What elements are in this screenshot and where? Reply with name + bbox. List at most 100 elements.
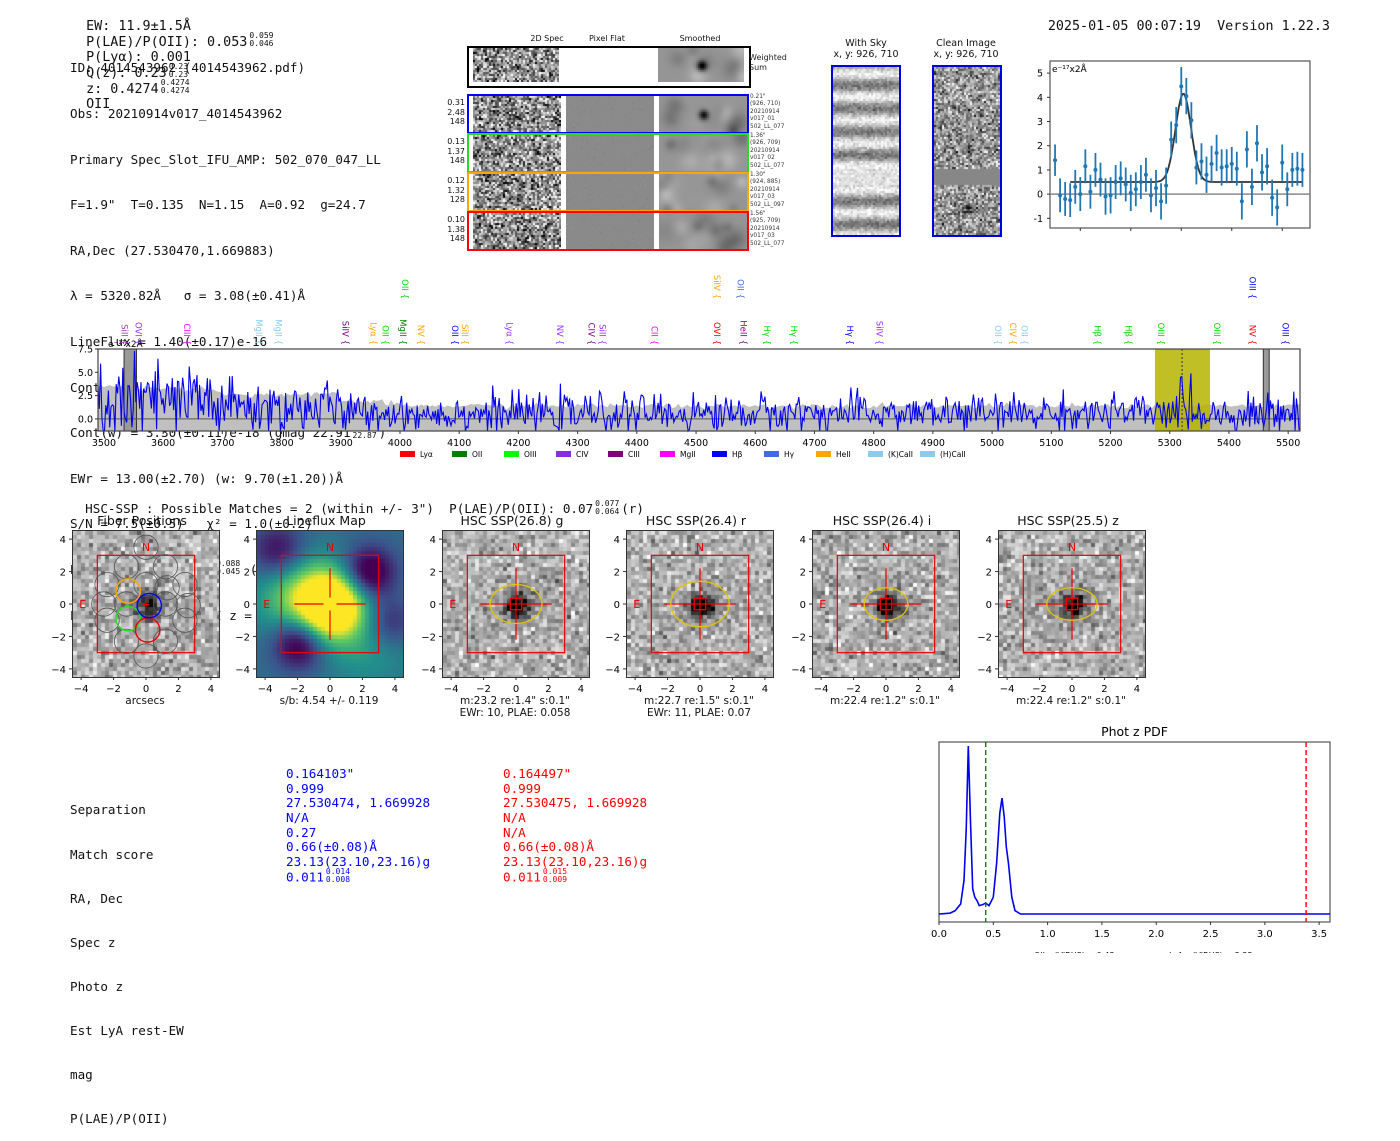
compass-north: N xyxy=(1068,541,1076,554)
fiber-pixelflat xyxy=(566,96,654,132)
version: Version 1.22.3 xyxy=(1217,19,1330,34)
fiber-circle xyxy=(175,593,201,619)
y-tick-label: −2 xyxy=(235,632,250,643)
legend-swatch xyxy=(919,451,935,457)
y-tick-label: 2 xyxy=(800,568,806,579)
x-tick-label: −2 xyxy=(1032,684,1047,695)
fiber-smoothed xyxy=(659,135,747,171)
x-tick-label: 0 xyxy=(327,684,333,695)
pdf-curve xyxy=(938,745,1330,915)
line-label-text: OIII { xyxy=(1279,323,1289,345)
match-value: N/A xyxy=(503,824,526,840)
line-label-text: CII { xyxy=(649,326,659,345)
plot-frame xyxy=(97,348,1301,432)
line-label-text: Hβ { xyxy=(1122,325,1132,345)
x-tick-label: 4 xyxy=(762,684,768,695)
fiber-row xyxy=(467,94,749,134)
x-tick-label: 4000 xyxy=(388,438,412,449)
y-tick-label: 7.5 xyxy=(78,345,93,356)
col-header-pixelflat: Pixel Flat xyxy=(589,34,625,43)
data-point xyxy=(1123,182,1128,187)
data-point xyxy=(1068,198,1073,203)
data-point xyxy=(1174,123,1179,128)
data-point xyxy=(1143,172,1148,177)
x-tick-label: 3600 xyxy=(151,438,175,449)
y-tick-label: 4 xyxy=(60,535,66,546)
cutout-title: HSC SSP(26.4) i xyxy=(832,513,932,528)
y-tick-label: 3 xyxy=(1037,117,1043,128)
line-label-text: MgII { xyxy=(397,319,407,345)
y-tick-label: -1 xyxy=(1034,214,1043,225)
weighted-sum-label: Weighted Sum xyxy=(749,53,787,72)
y-tick-label: 0 xyxy=(244,600,250,611)
full-spectrum: 0.0 2.5 5.0 7.5 3500 3600 3700 3800 3900 4000 4100… xyxy=(78,275,1301,459)
fiber-stats: 0.31 2.48 148 xyxy=(447,98,465,126)
data-point xyxy=(1219,165,1224,170)
cutout-title: HSC SSP(26.4) r xyxy=(645,513,747,528)
cutout-caption: m:22.4 re:1.2" s:0.1" xyxy=(1016,695,1126,707)
aperture-box xyxy=(466,554,566,654)
match-value: 23.13(23.10,23.16)g xyxy=(286,854,431,870)
fiber-circle xyxy=(113,628,140,654)
x-tick-label: −4 xyxy=(1000,684,1015,695)
plot-frame xyxy=(938,741,1331,923)
cutout-image-lineflux xyxy=(256,530,404,678)
y-tick-label: 4 xyxy=(614,535,620,546)
x-tick-label: 0.5 xyxy=(985,929,1001,940)
data-point xyxy=(1214,150,1219,155)
x-tick-label: −2 xyxy=(846,684,861,695)
line-label: MgII { xyxy=(273,319,283,345)
hsc-summary: HSC-SSP : Possible Matches = 2 (within +… xyxy=(85,498,645,516)
cutout-axes: −4 −4 −2 −2 0 0 2 2 4 4 xyxy=(977,535,1140,695)
x-tick-label: 4400 xyxy=(625,438,649,449)
legend-label: OIII xyxy=(524,450,537,459)
weighted-smoothed xyxy=(658,48,744,82)
data-point xyxy=(1159,199,1164,204)
match-value: 0.66(±0.08)Å xyxy=(286,839,377,855)
line-label-text: CIV { xyxy=(585,323,595,345)
legend-swatch xyxy=(763,451,779,457)
line-label-text: HeII { xyxy=(737,320,747,345)
fiber-circle xyxy=(172,571,198,598)
cutout-title: Fiber Positions xyxy=(97,513,187,528)
fiber-pixelflat xyxy=(566,135,654,171)
data-point xyxy=(1148,193,1153,198)
selected-fiber-circle xyxy=(115,605,142,632)
line-label: OVI { xyxy=(711,322,721,345)
fiber-circle xyxy=(113,591,140,617)
x-tick-label: 2 xyxy=(175,684,181,695)
aperture-box xyxy=(650,554,750,654)
compass-east: E xyxy=(263,598,270,611)
x-tick-label: −4 xyxy=(444,684,459,695)
cutout-overlay: NE xyxy=(819,541,936,654)
x-tick-label: 4 xyxy=(208,684,214,695)
x-tick-label: 2 xyxy=(1101,684,1107,695)
line-label-text: SiII { xyxy=(597,324,607,345)
data-point xyxy=(1179,84,1184,89)
cutout-caption: m:22.4 re:1.2" s:0.1" xyxy=(830,695,940,707)
y-tick-label: 0 xyxy=(1037,190,1043,201)
y-tick-label: −4 xyxy=(977,665,992,676)
source-ellipse xyxy=(489,583,543,625)
fiber-circle xyxy=(154,575,180,601)
y-tick-label: 2 xyxy=(614,568,620,579)
chart-title: Phot z PDF xyxy=(1101,724,1168,739)
legend-swatch xyxy=(659,451,675,457)
fiber-2dspec xyxy=(473,213,561,249)
line-label: OIII { xyxy=(1211,323,1221,345)
compass-north: N xyxy=(696,541,704,554)
match-value: 0.164103" xyxy=(286,766,355,781)
version-stamp: 2025-01-05 00:07:19 Version 1.22.3 xyxy=(1032,4,1330,34)
data-point xyxy=(1113,180,1118,185)
cutout-image-fiber xyxy=(72,530,220,678)
line-label-text: OII { xyxy=(449,325,459,345)
legend-label: Lyα xyxy=(420,450,433,459)
source-ellipse xyxy=(670,580,730,628)
x-tick-label: 3700 xyxy=(210,438,234,449)
source-ellipse xyxy=(1046,587,1098,621)
cutout-axes: −4 −4 −2 −2 0 0 2 2 4 4 xyxy=(51,535,214,695)
line-label: SiII { xyxy=(597,324,607,345)
cutout-axes: −4 −4 −2 −2 0 0 2 2 4 4 xyxy=(421,535,584,695)
y-tick-label: −4 xyxy=(235,665,250,676)
line-label-text: OII { xyxy=(399,279,409,299)
